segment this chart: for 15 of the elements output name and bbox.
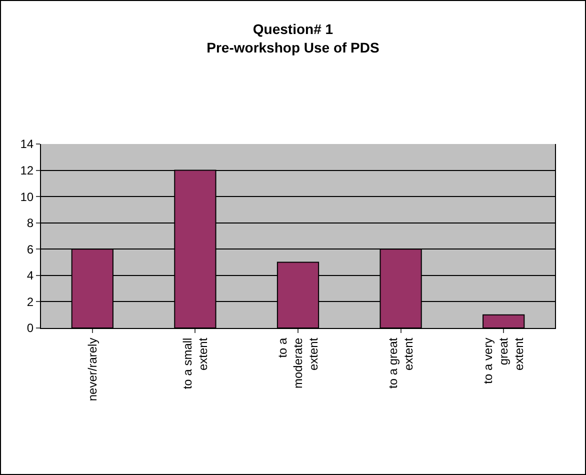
x-tick-label: never/rarely: [85, 338, 100, 402]
y-tick-label: 0: [26, 321, 34, 336]
y-tick-label: 8: [26, 216, 34, 230]
y-tick-label: 6: [26, 242, 34, 256]
y-tick-label: 4: [26, 268, 34, 283]
chart-title: Question# 1: [252, 21, 334, 38]
y-tick-label: 2: [26, 294, 34, 309]
x-tick-label: to a small extent: [180, 337, 210, 390]
y-tick-label: 14: [20, 137, 34, 152]
y-tick-label: 12: [20, 163, 34, 178]
y-tick-label: 10: [20, 190, 34, 204]
x-tick-label: to a very great extent: [480, 337, 526, 384]
x-tick-label: to a great extent: [386, 337, 416, 389]
x-tick-label: to a moderate extent: [275, 337, 320, 389]
chart-subtitle: Pre-workshop Use of PDS: [206, 39, 380, 56]
